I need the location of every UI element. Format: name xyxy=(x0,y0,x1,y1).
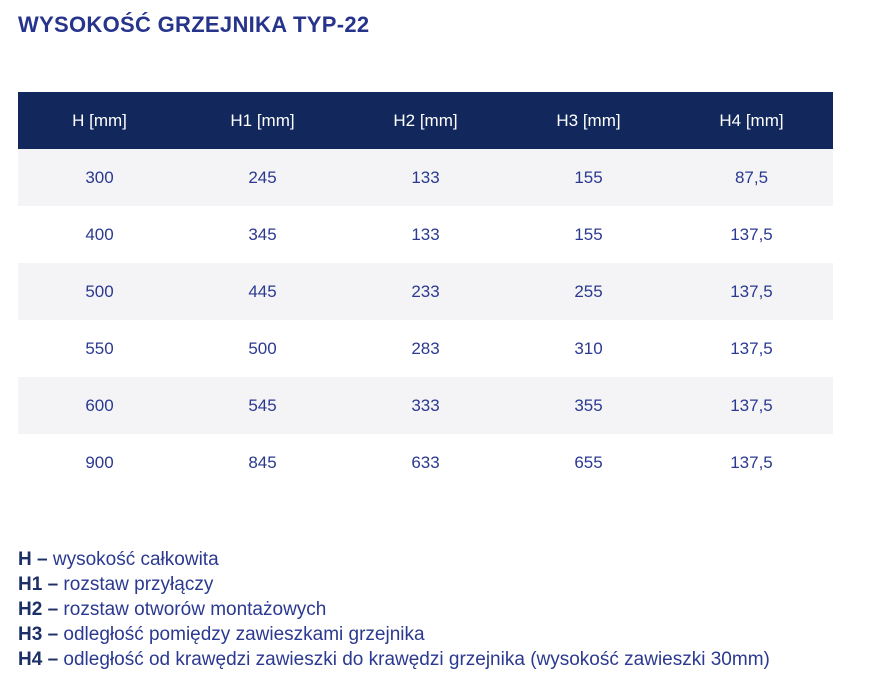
table-cell: 600 xyxy=(18,377,181,434)
table-cell: 333 xyxy=(344,377,507,434)
legend-term: H4 – xyxy=(18,649,59,670)
table-row: 300 245 133 155 87,5 xyxy=(18,149,833,206)
table-cell: 155 xyxy=(507,206,670,263)
column-header-h: H [mm] xyxy=(18,92,181,149)
legend-item-h2: H2 – rozstaw otworów montażowych xyxy=(18,597,833,622)
table-cell: 255 xyxy=(507,263,670,320)
table-cell: 245 xyxy=(181,149,344,206)
table-cell: 445 xyxy=(181,263,344,320)
table-cell: 133 xyxy=(344,206,507,263)
legend: H – wysokość całkowita H1 – rozstaw przy… xyxy=(18,547,833,672)
legend-term: H2 – xyxy=(18,599,59,620)
table-cell: 500 xyxy=(18,263,181,320)
column-header-h1: H1 [mm] xyxy=(181,92,344,149)
table-cell: 345 xyxy=(181,206,344,263)
table-cell: 137,5 xyxy=(670,377,833,434)
table-cell: 655 xyxy=(507,434,670,491)
column-header-h4: H4 [mm] xyxy=(670,92,833,149)
table-cell: 550 xyxy=(18,320,181,377)
table-row: 600 545 333 355 137,5 xyxy=(18,377,833,434)
table-cell: 155 xyxy=(507,149,670,206)
table-row: 900 845 633 655 137,5 xyxy=(18,434,833,491)
legend-item-h1: H1 – rozstaw przyłączy xyxy=(18,572,833,597)
column-header-h2: H2 [mm] xyxy=(344,92,507,149)
table-row: 550 500 283 310 137,5 xyxy=(18,320,833,377)
legend-definition: odległość od krawędzi zawieszki do krawę… xyxy=(63,649,770,670)
table-row: 400 345 133 155 137,5 xyxy=(18,206,833,263)
legend-definition: rozstaw otworów montażowych xyxy=(63,599,327,620)
legend-term: H1 – xyxy=(18,574,59,595)
radiator-height-table: H [mm] H1 [mm] H2 [mm] H3 [mm] H4 [mm] 3… xyxy=(18,92,833,491)
table-cell: 400 xyxy=(18,206,181,263)
table-cell: 137,5 xyxy=(670,434,833,491)
table-cell: 137,5 xyxy=(670,263,833,320)
legend-term: H – xyxy=(18,549,48,570)
table-cell: 87,5 xyxy=(670,149,833,206)
legend-definition: rozstaw przyłączy xyxy=(63,574,214,595)
table-cell: 137,5 xyxy=(670,320,833,377)
table-cell: 900 xyxy=(18,434,181,491)
table-cell: 545 xyxy=(181,377,344,434)
legend-item-h: H – wysokość całkowita xyxy=(18,547,833,572)
table-cell: 633 xyxy=(344,434,507,491)
table-cell: 845 xyxy=(181,434,344,491)
legend-definition: wysokość całkowita xyxy=(52,549,219,570)
table-cell: 137,5 xyxy=(670,206,833,263)
legend-item-h3: H3 – odległość pomiędzy zawieszkami grze… xyxy=(18,622,833,647)
column-header-h3: H3 [mm] xyxy=(507,92,670,149)
table-cell: 300 xyxy=(18,149,181,206)
table-cell: 283 xyxy=(344,320,507,377)
table-cell: 310 xyxy=(507,320,670,377)
table-cell: 355 xyxy=(507,377,670,434)
table-cell: 500 xyxy=(181,320,344,377)
table-cell: 233 xyxy=(344,263,507,320)
table-header-row: H [mm] H1 [mm] H2 [mm] H3 [mm] H4 [mm] xyxy=(18,92,833,149)
table-row: 500 445 233 255 137,5 xyxy=(18,263,833,320)
page-title: WYSOKOŚĆ GRZEJNIKA TYP-22 xyxy=(18,12,370,37)
legend-term: H3 – xyxy=(18,624,59,645)
legend-definition: odległość pomiędzy zawieszkami grzejnika xyxy=(63,624,425,645)
table-cell: 133 xyxy=(344,149,507,206)
legend-item-h4: H4 – odległość od krawędzi zawieszki do … xyxy=(18,647,833,672)
